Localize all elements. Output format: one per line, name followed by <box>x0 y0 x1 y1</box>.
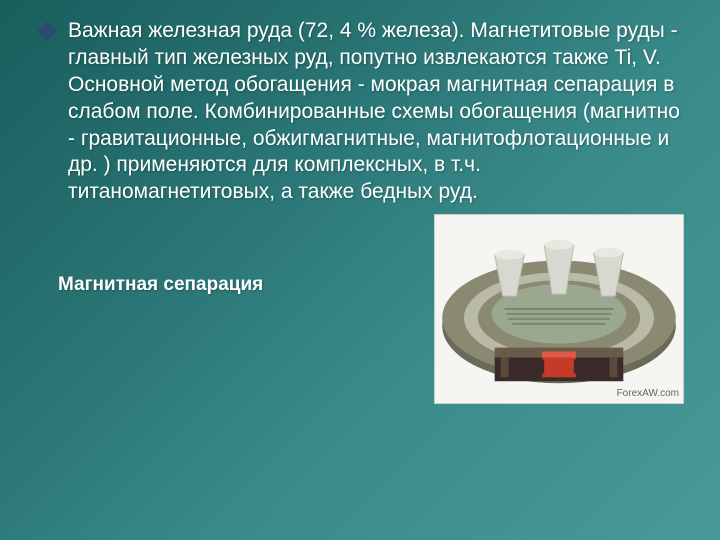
bullet-icon <box>37 21 57 41</box>
figure-separator: ForexAW.com <box>434 214 684 404</box>
separator-illustration <box>435 215 683 403</box>
figure-caption: Магнитная сепарация <box>58 274 263 296</box>
body-text: Важная железная руда (72, 4 % железа). М… <box>68 18 680 206</box>
caption-row: Магнитная сепарация <box>0 234 720 404</box>
content-area: Важная железная руда (72, 4 % железа). М… <box>0 0 720 206</box>
figure-source: ForexAW.com <box>617 388 679 399</box>
